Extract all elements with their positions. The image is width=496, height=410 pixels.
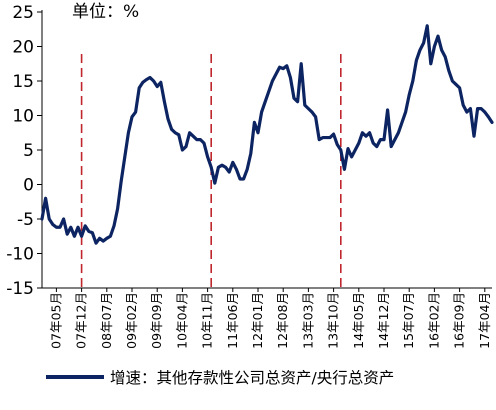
series-lines [40,24,494,245]
x-tick-label: 08年07月 [99,292,114,349]
x-tick-label: 10年11月 [200,292,215,349]
y-tick-label: 20 [12,38,34,58]
x-tick-label: 10年04月 [174,292,189,349]
x-tick-label: 15年07月 [401,292,416,349]
axes [37,10,492,292]
x-tick-label: 14年12月 [376,292,391,349]
x-tick-label: 09年02月 [124,292,139,349]
y-tick-label: 10 [12,107,34,127]
y-tick-label: -15 [6,279,34,299]
x-tick-label: 13年03月 [300,292,315,349]
series-line [40,24,494,245]
x-tick-label: 16年02月 [426,292,441,349]
x-tick-label: 07年12月 [74,292,89,349]
x-tick-label: 09年09月 [149,292,164,349]
y-axis-tick-labels: 25 20 15 10 5 0 -5 -10 -15 [6,3,34,299]
x-tick-label: 14年05月 [351,292,366,349]
x-tick-label: 17年04月 [477,292,492,349]
legend: 增速：其他存款性公司总资产/央行总资产 [46,369,394,387]
y-tick-label: -10 [6,245,34,265]
x-tick-label: 12年08月 [275,292,290,349]
y-tick-label: 5 [23,141,34,161]
y-tick-label: 15 [12,72,34,92]
x-tick-label: 16年09月 [452,292,467,349]
x-axis-tick-labels: 07年05月 07年12月 08年07月 09年02月 09年09月 10年04月 10年1… [48,292,491,349]
legend-label: 增速：其他存款性公司总资产/央行总资产 [110,369,394,387]
y-tick-label: 0 [23,176,34,196]
x-tick-label: 11年06月 [225,292,240,349]
y-tick-label: -5 [17,210,34,230]
y-tick-label: 25 [12,3,34,23]
x-tick-label: 07年05月 [48,292,63,349]
x-tick-label: 13年10月 [326,292,341,349]
unit-label: 单位：% [72,2,139,22]
x-tick-label: 12年01月 [250,292,265,349]
